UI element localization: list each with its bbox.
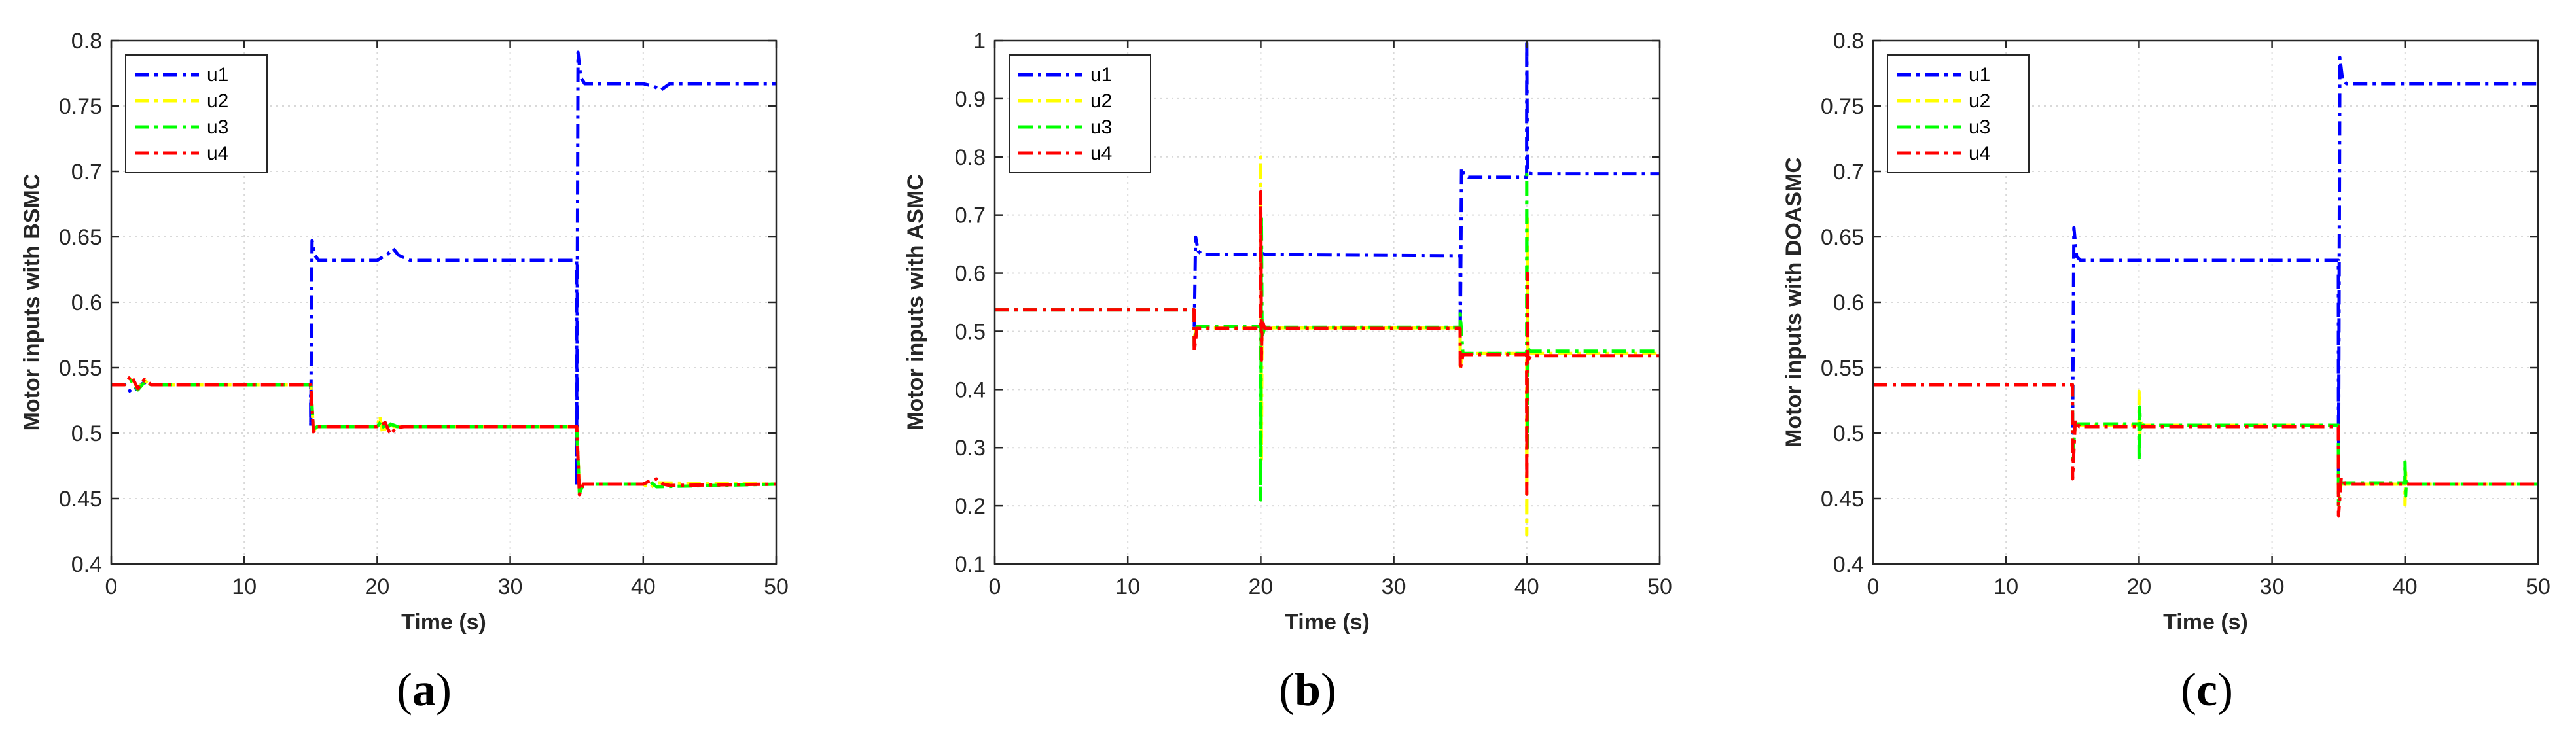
x-tick-label: 0 (105, 574, 118, 599)
legend-box (1887, 54, 2030, 173)
y-tick-label: 0.45 (59, 487, 102, 512)
y-tick-label: 0.4 (1833, 552, 1864, 577)
x-tick-label: 50 (2526, 574, 2550, 599)
series-line-u4 (111, 374, 776, 497)
y-tick-label: 0.4 (955, 378, 986, 402)
legend-entry-u3: u3 (1090, 116, 1112, 138)
legend-entry-u2: u2 (207, 90, 228, 112)
y-tick-label: 0.65 (1821, 225, 1864, 250)
y-tick-label: 0.75 (1821, 94, 1864, 119)
legend-entry-u4: u4 (1969, 143, 1990, 164)
y-tick-label: 0.55 (1821, 356, 1864, 381)
x-tick-label: 0 (989, 574, 1001, 599)
x-tick-label: 10 (1115, 574, 1140, 599)
panel-caption: (c) (2181, 663, 2233, 716)
x-tick-label: 40 (1514, 574, 1539, 599)
x-tick-label: 20 (1248, 574, 1273, 599)
y-tick-label: 0.65 (59, 225, 102, 250)
y-tick-label: 0.75 (59, 94, 102, 119)
y-tick-label: 0.2 (955, 494, 986, 519)
y-tick-label: 0.8 (955, 145, 986, 170)
chart-panel-b: 0 10 20 30 40 50 0.1 0.2 0.3 0.4 0.5 0.6 0.7 0.8 0.9 1 T… (903, 29, 1672, 716)
y-tick-label: 0.9 (955, 87, 986, 112)
x-axis-label: Time (s) (401, 610, 486, 635)
legend: u1 u2 u3 u4 (125, 54, 268, 173)
series-line-u1 (1873, 56, 2538, 474)
legend-box (1009, 54, 1151, 173)
chart-panel-c: 0 10 20 30 40 50 0.4 0.45 0.5 0.55 0.6 0.65 0.7 0.75 0… (1781, 29, 2550, 716)
legend-entry-u1: u1 (1969, 64, 1990, 86)
series-line-u4 (1873, 383, 2538, 518)
y-tick-label: 0.1 (955, 552, 986, 577)
x-tick-label: 30 (2260, 574, 2285, 599)
y-tick-label: 0.5 (71, 421, 102, 446)
series-line-u4 (995, 190, 1660, 496)
y-tick-label: 0.8 (71, 29, 102, 54)
y-tick-label: 0.8 (1833, 29, 1864, 54)
y-tick-label: 0.7 (71, 160, 102, 184)
legend-entry-u4: u4 (207, 143, 228, 164)
x-tick-label: 10 (1994, 574, 2018, 599)
y-tick-label: 0.6 (955, 262, 986, 287)
series-line-u3 (111, 379, 776, 495)
y-tick-label: 0.4 (71, 552, 102, 577)
y-tick-label: 0.7 (1833, 160, 1864, 184)
y-axis-label: Motor inputs with BSMC (20, 174, 45, 431)
x-axis-label: Time (s) (2163, 610, 2248, 635)
chart-panel-a: 0 10 20 30 40 50 0.4 0.45 0.5 0.55 0.6 0.65 0.7 0.75 0… (20, 29, 789, 716)
panel-caption: (b) (1279, 663, 1336, 716)
y-tick-label: 0.3 (955, 436, 986, 461)
legend-entry-u1: u1 (1090, 64, 1112, 86)
x-tick-label: 0 (1867, 574, 1880, 599)
series-line-u1 (111, 50, 776, 487)
x-axis-label: Time (s) (1285, 610, 1370, 635)
legend-entry-u1: u1 (207, 64, 228, 86)
legend: u1 u2 u3 u4 (1887, 54, 2030, 173)
legend: u1 u2 u3 u4 (1009, 54, 1151, 173)
x-tick-label: 30 (1382, 574, 1406, 599)
y-tick-label: 0.6 (71, 290, 102, 315)
series-line-u1 (995, 41, 1660, 333)
y-tick-label: 0.45 (1821, 487, 1864, 512)
x-tick-label: 50 (764, 574, 789, 599)
legend-entry-u3: u3 (1969, 116, 1990, 138)
legend-entry-u2: u2 (1090, 90, 1112, 112)
x-tick-label: 10 (232, 574, 257, 599)
legend-entry-u2: u2 (1969, 90, 1990, 112)
x-tick-label: 40 (2393, 574, 2418, 599)
panel-caption: (a) (397, 663, 452, 716)
x-tick-label: 20 (2126, 574, 2151, 599)
legend-entry-u4: u4 (1090, 143, 1112, 164)
y-tick-label: 0.55 (59, 356, 102, 381)
y-tick-label: 0.5 (955, 319, 986, 344)
y-axis-label: Motor inputs with DOASMC (1781, 157, 1806, 448)
y-tick-label: 0.5 (1833, 421, 1864, 446)
x-tick-label: 30 (498, 574, 523, 599)
y-tick-label: 1 (973, 29, 986, 54)
y-axis-label: Motor inputs with ASMC (903, 174, 928, 430)
y-tick-label: 0.6 (1833, 290, 1864, 315)
legend-box (125, 54, 268, 173)
x-tick-label: 50 (1647, 574, 1672, 599)
x-tick-label: 20 (365, 574, 389, 599)
x-tick-label: 40 (631, 574, 656, 599)
legend-entry-u3: u3 (207, 116, 228, 138)
axes-box (993, 39, 1661, 565)
y-tick-label: 0.7 (955, 203, 986, 228)
